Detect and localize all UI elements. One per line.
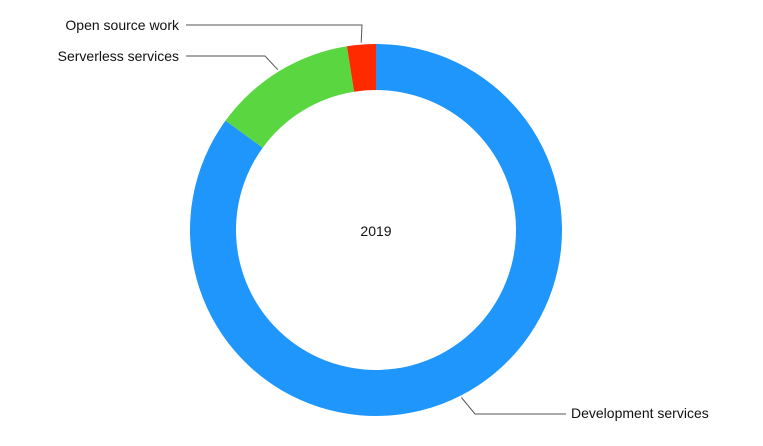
slice-labels: Development services Open source work Se… <box>58 17 709 421</box>
donut-slice-open-source-work <box>346 44 376 92</box>
leader-lines <box>186 24 566 415</box>
slice-label-serverless-services: Serverless services <box>58 48 179 64</box>
leader-line-open-source-work <box>186 24 363 43</box>
donut-slice-serverless-services <box>225 46 355 148</box>
slice-label-development-services: Development services <box>571 405 709 421</box>
leader-line-development-services <box>461 397 566 415</box>
leader-line-serverless-services <box>186 55 279 71</box>
donut-center-label: 2019 <box>360 223 391 239</box>
donut-slices <box>190 44 562 416</box>
slice-label-open-source-work: Open source work <box>65 17 180 33</box>
